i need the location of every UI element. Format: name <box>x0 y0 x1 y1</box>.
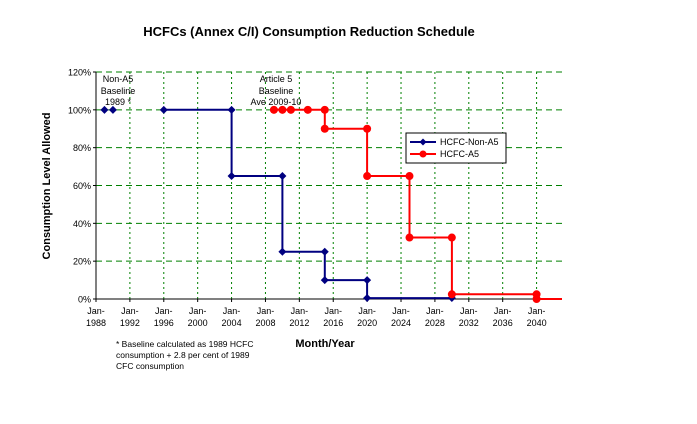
chart-title: HCFCs (Annex C/I) Consumption Reduction … <box>143 24 475 39</box>
data-point-hcfc-a5 <box>269 105 278 114</box>
x-tick-label: 2040 <box>527 318 547 328</box>
x-tick-label-top: Jan- <box>494 306 512 316</box>
x-tick-label: 2028 <box>425 318 445 328</box>
annotation-article5: Article 5 Baseline Ave 2009-10 <box>251 74 302 107</box>
x-tick-label-top: Jan- <box>257 306 275 316</box>
x-tick-label-top: Jan- <box>392 306 410 316</box>
gridlines <box>96 71 562 299</box>
x-tick-label: 2004 <box>222 318 242 328</box>
data-point-hcfc-a5 <box>405 233 414 242</box>
x-tick-labels: Jan- 1988 Jan- 1992 Jan- 1996 Jan- 2000 Jan- 2004… <box>86 306 547 328</box>
y-tick-label: 80% <box>73 143 91 153</box>
x-tick-label-top: Jan- <box>528 306 546 316</box>
annotation-non-a5-line1: Non-A5 <box>103 74 134 84</box>
data-point-hcfc-a5 <box>447 233 456 242</box>
legend-label-non-a5: HCFC-Non-A5 <box>440 137 499 147</box>
legend-marker-a5 <box>419 150 427 158</box>
y-tick-label: 20% <box>73 257 91 267</box>
data-point-hcfc-a5 <box>363 124 372 133</box>
x-tick-label-top: Jan- <box>121 306 139 316</box>
data-point-hcfc-non-a5 <box>320 276 329 285</box>
data-point-hcfc-a5 <box>320 124 329 133</box>
data-point-hcfc-a5 <box>405 172 414 181</box>
data-point-hcfc-non-a5 <box>363 276 372 285</box>
x-tick-label: 2032 <box>459 318 479 328</box>
legend-label-a5: HCFC-A5 <box>440 149 479 159</box>
data-point-hcfc-a5 <box>447 290 456 299</box>
x-tick-label-top: Jan- <box>87 306 105 316</box>
data-point-hcfc-a5 <box>303 105 312 114</box>
x-tick-label-top: Jan- <box>426 306 444 316</box>
legend-marker-non-a5 <box>419 138 427 146</box>
annotation-non-a5: Non-A5 Baseline 1989 * <box>101 74 136 107</box>
x-tick-label: 2000 <box>188 318 208 328</box>
data-point-hcfc-a5 <box>278 105 287 114</box>
data-point-hcfc-non-a5 <box>227 172 236 181</box>
data-point-hcfc-non-a5 <box>100 105 109 114</box>
y-axis-label: Consumption Level Allowed <box>41 113 53 260</box>
y-tick-label: 60% <box>73 181 91 191</box>
x-tick-label-top: Jan- <box>460 306 478 316</box>
data-point-hcfc-non-a5 <box>278 172 287 181</box>
x-tick-label: 2024 <box>391 318 411 328</box>
x-tick-label: 2020 <box>357 318 377 328</box>
y-tick-label: 0% <box>78 295 91 305</box>
x-tick-label: 1988 <box>86 318 106 328</box>
annotation-article5-line1: Article 5 <box>260 74 293 84</box>
annotation-article5-line3: Ave 2009-10 <box>251 97 302 107</box>
x-tick-label-top: Jan- <box>223 306 241 316</box>
x-tick-label: 2008 <box>255 318 275 328</box>
data-point-hcfc-a5 <box>320 105 329 114</box>
data-point-hcfc-non-a5 <box>108 105 117 114</box>
x-tick-label: 2036 <box>493 318 513 328</box>
x-tick-label-top: Jan- <box>291 306 309 316</box>
data-point-hcfc-non-a5 <box>278 247 287 256</box>
series-line-hcfc-non-a5 <box>163 108 452 300</box>
annotation-non-a5-line3: 1989 * <box>105 97 132 107</box>
y-tick-labels: 0% 20% 40% 60% 80% 100% 120% <box>68 68 91 305</box>
x-tick-label: 2016 <box>323 318 343 328</box>
legend-box <box>405 132 507 164</box>
x-tick-label-top: Jan- <box>189 306 207 316</box>
y-tick-label: 120% <box>68 68 91 78</box>
y-tick-label: 40% <box>73 219 91 229</box>
x-tick-label-top: Jan- <box>324 306 342 316</box>
footnote: * Baseline calculated as 1989 HCFC consu… <box>116 339 254 371</box>
x-tick-label-top: Jan- <box>155 306 173 316</box>
series-layer <box>100 105 562 303</box>
x-tick-label: 1996 <box>154 318 174 328</box>
x-axis-label: Month/Year <box>295 338 355 350</box>
y-tick-label: 100% <box>68 105 91 115</box>
data-point-hcfc-a5 <box>286 105 295 114</box>
data-point-hcfc-non-a5 <box>227 105 236 114</box>
data-point-hcfc-non-a5 <box>363 294 372 303</box>
annotation-article5-line2: Baseline <box>259 86 294 96</box>
data-point-hcfc-non-a5 <box>320 247 329 256</box>
data-point-hcfc-a5 <box>532 295 541 303</box>
x-tick-label: 1992 <box>120 318 140 328</box>
data-point-hcfc-non-a5 <box>159 105 168 114</box>
x-tick-label-top: Jan- <box>358 306 376 316</box>
legend: HCFC-Non-A5 HCFC-A5 <box>405 132 507 164</box>
annotation-non-a5-line2: Baseline <box>101 86 136 96</box>
x-tick-label: 2012 <box>289 318 309 328</box>
data-point-hcfc-a5 <box>363 172 372 181</box>
